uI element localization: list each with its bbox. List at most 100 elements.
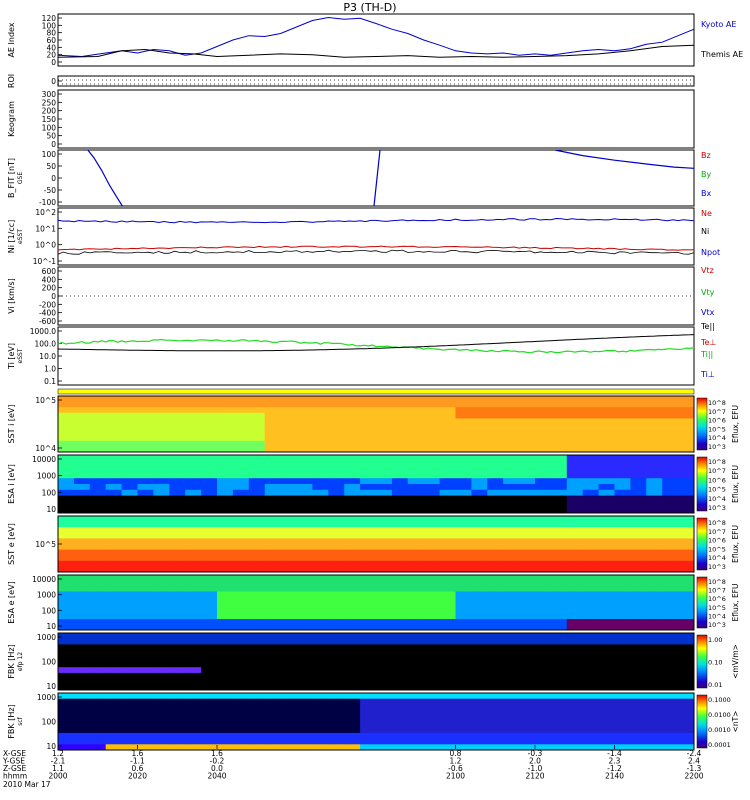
heatmap-cell bbox=[599, 581, 615, 587]
heatmap-cell bbox=[599, 396, 615, 402]
heatmap-cell bbox=[249, 555, 265, 561]
heatmap-cell bbox=[599, 597, 615, 603]
y-axis-label: Ti [eV]eSST bbox=[7, 343, 24, 370]
heatmap-cell bbox=[217, 699, 233, 705]
heatmap-cell bbox=[503, 608, 519, 614]
heatmap-cell bbox=[297, 478, 313, 484]
heatmap-cell bbox=[662, 501, 678, 507]
heatmap-cell bbox=[233, 614, 249, 620]
heatmap-cell bbox=[535, 608, 551, 614]
heatmap-cell bbox=[503, 644, 519, 650]
heatmap-cell bbox=[535, 478, 551, 484]
heatmap-cell bbox=[519, 633, 535, 639]
heatmap-cell bbox=[615, 733, 631, 739]
heatmap-cell bbox=[392, 533, 408, 539]
heatmap-cell bbox=[217, 633, 233, 639]
heatmap-cell bbox=[185, 544, 201, 550]
heatmap-cell bbox=[662, 592, 678, 598]
heatmap-cell bbox=[583, 455, 599, 461]
heatmap-cell bbox=[281, 727, 297, 733]
heatmap-cell bbox=[678, 544, 694, 550]
heatmap-cell bbox=[376, 581, 392, 587]
heatmap-cell bbox=[471, 704, 487, 710]
heatmap-cell bbox=[297, 533, 313, 539]
heatmap-cell bbox=[281, 716, 297, 722]
heatmap-cell bbox=[519, 603, 535, 609]
panel-frame bbox=[58, 327, 694, 385]
heatmap-cell bbox=[678, 516, 694, 522]
heatmap-cell bbox=[376, 644, 392, 650]
heatmap-cell bbox=[201, 396, 217, 402]
heatmap-cell bbox=[535, 586, 551, 592]
heatmap-cell bbox=[58, 455, 74, 461]
heatmap-cell bbox=[551, 544, 567, 550]
heatmap-cell bbox=[138, 644, 154, 650]
heatmap-cell bbox=[153, 699, 169, 705]
heatmap-cell bbox=[519, 472, 535, 478]
heatmap-cell bbox=[233, 430, 249, 436]
heatmap-cell bbox=[662, 639, 678, 645]
heatmap-cell bbox=[630, 575, 646, 581]
heatmap-cell bbox=[535, 656, 551, 662]
heatmap-cell bbox=[456, 619, 472, 625]
heatmap-cell bbox=[217, 413, 233, 419]
heatmap-cell bbox=[169, 402, 185, 408]
heatmap-cell bbox=[583, 501, 599, 507]
heatmap-cell bbox=[471, 418, 487, 424]
heatmap-cell bbox=[122, 667, 138, 673]
heatmap-cell bbox=[630, 633, 646, 639]
heatmap-cell bbox=[201, 650, 217, 656]
heatmap-cell bbox=[169, 619, 185, 625]
heatmap-cell bbox=[567, 461, 583, 467]
heatmap-cell bbox=[678, 716, 694, 722]
heatmap-cell bbox=[630, 550, 646, 556]
heatmap-cell bbox=[201, 633, 217, 639]
x-axis-footer: 1.2-2.11.120001.6-1.10.620201.6-0.20.020… bbox=[2, 745, 704, 789]
heatmap-cell bbox=[599, 667, 615, 673]
heatmap-cell bbox=[376, 699, 392, 705]
colorbar-label: Eflux, EFU bbox=[731, 405, 740, 443]
heatmap-cell bbox=[233, 516, 249, 522]
heatmap-cell bbox=[138, 561, 154, 567]
heatmap-cell bbox=[471, 522, 487, 528]
heatmap-cell bbox=[169, 478, 185, 484]
heatmap-cell bbox=[106, 435, 122, 441]
heatmap-cell bbox=[678, 478, 694, 484]
heatmap-cell bbox=[122, 597, 138, 603]
heatmap-cell bbox=[456, 650, 472, 656]
y-tick-label: 10000 bbox=[32, 575, 56, 584]
heatmap-cell bbox=[138, 467, 154, 473]
heatmap-cell bbox=[615, 538, 631, 544]
heatmap-cell bbox=[567, 673, 583, 679]
heatmap-cell bbox=[138, 484, 154, 490]
heatmap-cell bbox=[265, 430, 281, 436]
heatmap-cell bbox=[471, 430, 487, 436]
heatmap-cell bbox=[471, 656, 487, 662]
heatmap-cell bbox=[297, 656, 313, 662]
heatmap-cell bbox=[312, 544, 328, 550]
heatmap-cell bbox=[328, 575, 344, 581]
heatmap-cell bbox=[58, 710, 74, 716]
heatmap-cell bbox=[376, 679, 392, 685]
heatmap-cell bbox=[456, 522, 472, 528]
heatmap-cell bbox=[408, 633, 424, 639]
heatmap-cell bbox=[281, 472, 297, 478]
heatmap-cell bbox=[281, 441, 297, 447]
heatmap-cell bbox=[599, 716, 615, 722]
heatmap-cell bbox=[662, 739, 678, 745]
heatmap-cell bbox=[551, 435, 567, 441]
heatmap-cell bbox=[471, 693, 487, 699]
heatmap-cell bbox=[74, 441, 90, 447]
ne-trace bbox=[58, 246, 694, 250]
heatmap-cell bbox=[471, 490, 487, 496]
heatmap-cell bbox=[344, 472, 360, 478]
heatmap-cell bbox=[122, 662, 138, 668]
heatmap-cell bbox=[138, 424, 154, 430]
heatmap-cell bbox=[153, 527, 169, 533]
heatmap-cell bbox=[519, 619, 535, 625]
y-axis-label: SST i [eV] bbox=[7, 405, 16, 444]
heatmap-cell bbox=[312, 467, 328, 473]
y-tick-label: 10 bbox=[46, 505, 56, 514]
heatmap-cell bbox=[138, 461, 154, 467]
heatmap-cell bbox=[344, 501, 360, 507]
